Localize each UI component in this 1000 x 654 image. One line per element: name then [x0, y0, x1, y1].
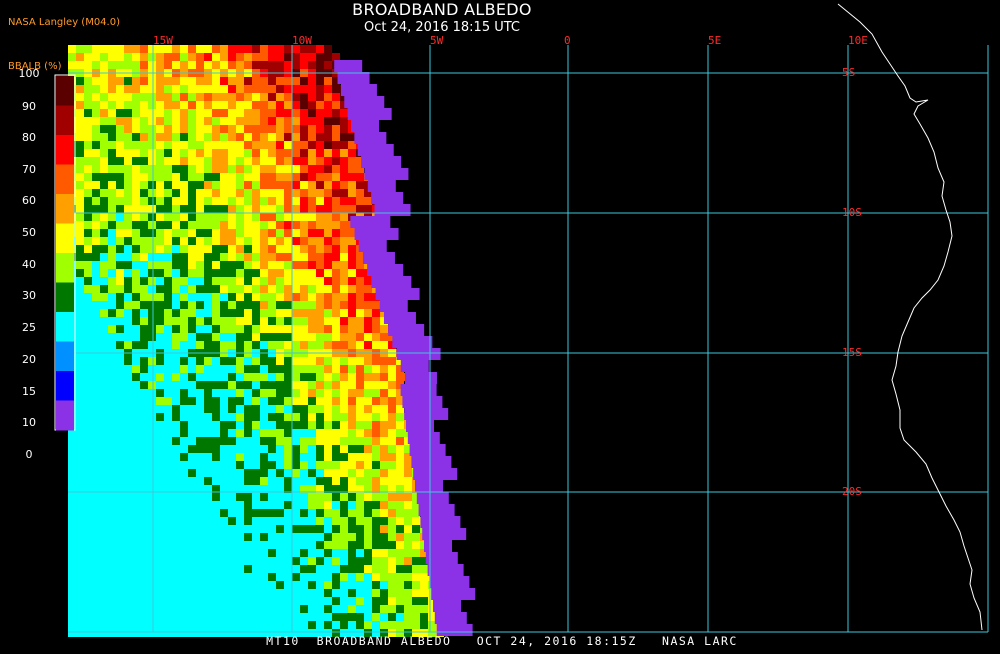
latitude-label: 15S	[842, 346, 862, 359]
legend-label: 90	[22, 100, 36, 113]
legend-label: 15	[22, 385, 36, 398]
legend-label: 20	[22, 353, 36, 366]
legend-label: 70	[22, 163, 36, 176]
legend-label: 80	[22, 131, 36, 144]
longitude-label: 10E	[848, 34, 868, 47]
latitude-label: 10S	[842, 206, 862, 219]
legend-label: 0	[25, 448, 33, 461]
legend-swatch	[56, 400, 74, 431]
swath-edge-purple	[334, 60, 476, 636]
africa-coastline	[837, 3, 983, 631]
longitude-label: 15W	[153, 34, 173, 47]
legend-swatch	[56, 76, 74, 106]
legend-swatch	[56, 371, 74, 401]
legend-label: 100	[18, 67, 40, 80]
legend-color-bar	[56, 76, 74, 431]
legend-label: 50	[22, 226, 36, 239]
legend-swatch	[56, 253, 74, 283]
albedo-field	[68, 45, 444, 637]
longitude-label: 0	[564, 34, 571, 47]
source-label: NASA Langley (M04.0)	[8, 17, 120, 28]
legend-swatch	[56, 164, 74, 195]
longitude-label: 5E	[708, 34, 722, 47]
lat-lon-grid	[68, 45, 989, 633]
legend-swatch	[56, 223, 74, 254]
legend-label: 40	[22, 258, 36, 271]
legend-swatch	[56, 194, 74, 224]
legend-swatch	[56, 135, 74, 165]
legend-swatch	[56, 341, 74, 372]
latitude-label: 5S	[842, 66, 856, 79]
longitude-label: 10W	[292, 34, 312, 47]
legend-label: 60	[22, 194, 36, 207]
latitude-label: 20S	[842, 485, 862, 498]
footer-caption: MT10 BROADBAND ALBEDO OCT 24, 2016 18:15…	[266, 634, 738, 648]
map-subtitle: Oct 24, 2016 18:15 UTC	[364, 20, 520, 35]
legend-label: 30	[22, 289, 36, 302]
legend-swatch	[56, 105, 74, 136]
legend-swatch	[56, 312, 74, 342]
legend-label: 10	[22, 416, 36, 429]
map-title: BROADBAND ALBEDO	[352, 0, 532, 19]
longitude-label: 5W	[430, 34, 444, 47]
legend-title: BBALB (%)	[8, 61, 62, 72]
legend-swatch	[56, 282, 74, 313]
legend-label: 25	[22, 321, 36, 334]
